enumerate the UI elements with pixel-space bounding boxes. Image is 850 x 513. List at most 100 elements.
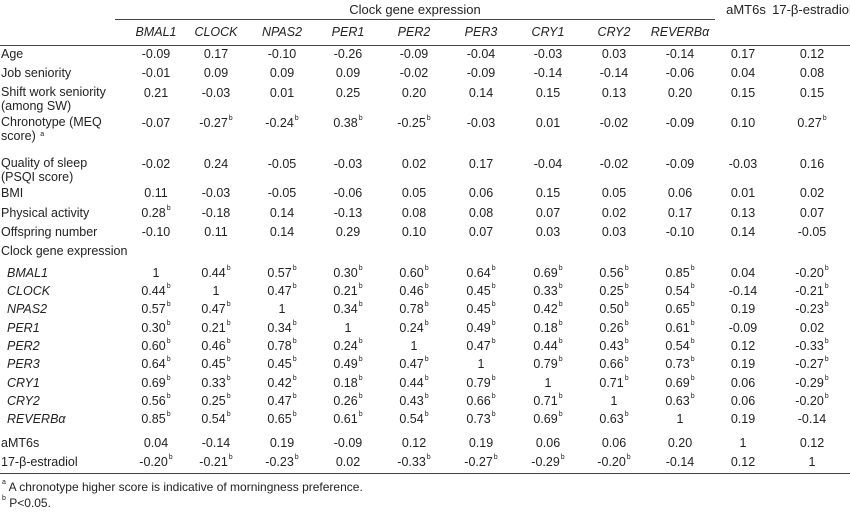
- table-cell: 0.34b: [333, 301, 363, 316]
- table-cell: 0.33b: [201, 375, 231, 390]
- table-cell: -0.29b: [795, 375, 829, 390]
- table-cell: 0.78b: [267, 338, 297, 353]
- col-header-amt6s: aMT6s: [726, 2, 766, 17]
- col-header-npas2: NPAS2: [261, 25, 303, 39]
- table-cell: 0.47b: [466, 338, 496, 353]
- table-cell: -0.02: [599, 116, 629, 130]
- table-cell: 0.15: [535, 86, 561, 100]
- row-label: PER1: [7, 321, 40, 335]
- table-cell: 0.04: [730, 266, 756, 280]
- table-cell: 0.42b: [267, 375, 297, 390]
- table-cell: 0.17: [468, 157, 494, 171]
- table-cell: 0.19: [730, 357, 756, 371]
- table-cell: 0.14: [468, 86, 494, 100]
- row-label: Quality of sleep (PSQI score): [1, 156, 88, 184]
- table-cell: 1: [278, 302, 286, 316]
- table-cell: 0.11: [204, 225, 228, 239]
- table-cell: -0.13: [333, 206, 363, 220]
- row-label: CRY1: [7, 376, 40, 390]
- table-cell: 0.61b: [333, 411, 363, 426]
- table-cell: -0.07: [141, 116, 171, 130]
- table-cell: 0.42b: [533, 301, 563, 316]
- table-cell: -0.14: [728, 284, 758, 298]
- table-cell: 0.24b: [333, 338, 363, 353]
- table-cell: 0.25: [335, 86, 361, 100]
- table-cell: -0.03: [201, 86, 231, 100]
- table-cell: 0.03: [535, 225, 561, 239]
- table-cell: 0.02: [401, 157, 427, 171]
- table-cell: 0.09: [203, 66, 229, 80]
- table-cell: 1: [152, 266, 160, 280]
- table-cell: 0.04: [730, 66, 756, 80]
- table-cell: -0.33b: [795, 338, 829, 353]
- table-cell: 0.45b: [267, 356, 297, 371]
- table-cell: 0.45b: [201, 356, 231, 371]
- table-cell: 0.44b: [399, 375, 429, 390]
- table-cell: -0.04: [533, 157, 563, 171]
- table-cell: 0.33b: [533, 283, 563, 298]
- table-cell: -0.09: [333, 436, 363, 450]
- table-cell: 0.71b: [533, 393, 563, 408]
- table-cell: 0.49b: [333, 356, 363, 371]
- row-label: REVERBα: [7, 412, 66, 426]
- table-cell: -0.09: [399, 47, 429, 61]
- table-cell: 0.14: [730, 225, 756, 239]
- table-cell: 0.18b: [333, 375, 363, 390]
- table-cell: 0.26b: [333, 393, 363, 408]
- table-bottom-rule: [0, 473, 850, 474]
- table-cell: 0.16: [799, 157, 825, 171]
- table-cell: 0.65b: [665, 301, 695, 316]
- table-cell: 1: [544, 376, 552, 390]
- table-cell: 0.02: [601, 206, 627, 220]
- table-cell: 0.29: [335, 225, 361, 239]
- table-cell: 0.07: [468, 225, 494, 239]
- table-cell: -0.29b: [531, 454, 565, 469]
- table-cell: 0.63b: [665, 393, 695, 408]
- table-cell: -0.02: [399, 66, 429, 80]
- table-cell: -0.27b: [199, 115, 233, 130]
- row-label: BMAL1: [7, 266, 48, 280]
- table-cell: 1: [410, 339, 418, 353]
- table-cell: 0.85b: [665, 265, 695, 280]
- table-cell: 0.69b: [665, 375, 695, 390]
- table-cell: 0.03: [601, 225, 627, 239]
- table-cell: -0.02: [141, 157, 171, 171]
- table-cell: -0.25b: [397, 115, 431, 130]
- table-cell: 0.21b: [201, 320, 231, 335]
- table-cell: 0.12: [730, 339, 756, 353]
- table-cell: -0.03: [728, 157, 758, 171]
- table-cell: 0.43b: [399, 393, 429, 408]
- table-cell: 0.17: [203, 47, 229, 61]
- table-cell: -0.14: [201, 436, 231, 450]
- table-cell: 0.20: [667, 86, 693, 100]
- table-cell: 0.30b: [141, 320, 171, 335]
- col-header-bmal1: BMAL1: [135, 25, 177, 39]
- table-cell: 0.02: [799, 186, 825, 200]
- group-header-clock-gene-expression: Clock gene expression: [349, 2, 481, 17]
- table-cell: 0.34b: [267, 320, 297, 335]
- table-cell: -0.21b: [199, 454, 233, 469]
- table-cell: 0.49b: [466, 320, 496, 335]
- table-cell: 0.60b: [399, 265, 429, 280]
- table-cell: -0.05: [267, 157, 297, 171]
- table-cell: 0.56b: [141, 393, 171, 408]
- table-cell: 0.09: [335, 66, 361, 80]
- row-label: CLOCK: [7, 284, 51, 298]
- table-cell: 0.15: [730, 86, 756, 100]
- table-cell: 0.47b: [267, 393, 297, 408]
- col-header-cry2: CRY2: [597, 25, 631, 39]
- table-cell: 0.10: [401, 225, 427, 239]
- table-cell: -0.14: [797, 412, 827, 426]
- table-cell: -0.20b: [795, 265, 829, 280]
- table-cell: -0.18: [201, 206, 231, 220]
- col-header-per1: PER1: [331, 25, 365, 39]
- table-cell: 0.25b: [201, 393, 231, 408]
- table-cell: 0.02: [799, 321, 825, 335]
- table-cell: 0.20: [667, 436, 693, 450]
- table-cell: 0.14: [269, 206, 295, 220]
- row-label: Physical activity: [1, 206, 90, 220]
- table-cell: 0.12: [799, 47, 825, 61]
- table-cell: 0.17: [667, 206, 693, 220]
- col-header-reverb-: REVERBα: [650, 25, 710, 39]
- table-cell: -0.05: [267, 186, 297, 200]
